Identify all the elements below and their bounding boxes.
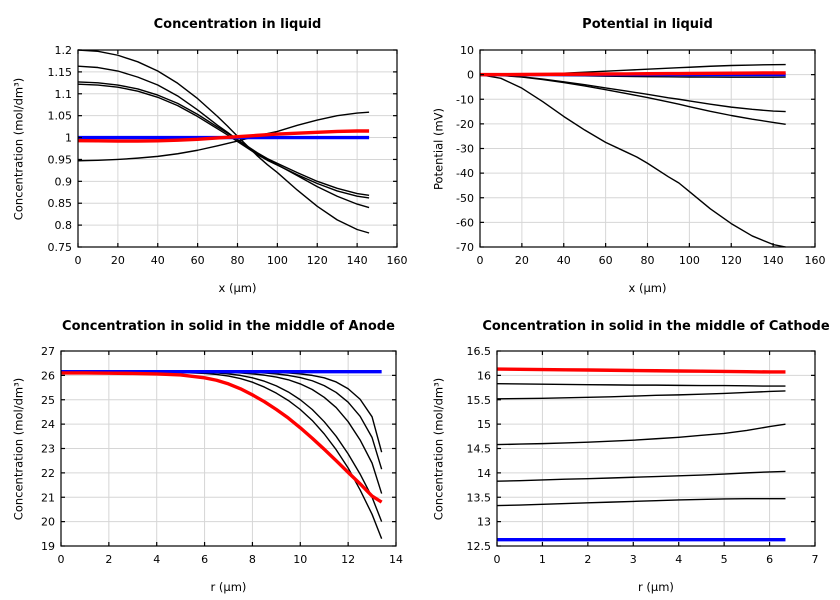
svg-text:3: 3 bbox=[630, 553, 637, 566]
svg-text:14.5: 14.5 bbox=[467, 443, 492, 456]
chart-title: Concentration in solid in the middle of … bbox=[62, 319, 395, 334]
svg-text:120: 120 bbox=[721, 254, 742, 267]
svg-text:160: 160 bbox=[805, 254, 826, 267]
svg-text:60: 60 bbox=[191, 254, 205, 267]
svg-text:14: 14 bbox=[477, 467, 491, 480]
svg-text:13.5: 13.5 bbox=[467, 491, 492, 504]
svg-text:-30: -30 bbox=[456, 143, 474, 156]
svg-text:15.5: 15.5 bbox=[467, 394, 492, 407]
svg-text:10: 10 bbox=[293, 553, 307, 566]
chart-title: Concentration in liquid bbox=[153, 17, 322, 32]
svg-text:0: 0 bbox=[477, 254, 484, 267]
svg-text:160: 160 bbox=[387, 254, 408, 267]
svg-text:5: 5 bbox=[721, 553, 728, 566]
svg-text:19: 19 bbox=[41, 540, 55, 553]
svg-text:21: 21 bbox=[41, 491, 55, 504]
x-axis-label: r (µm) bbox=[638, 580, 674, 594]
svg-text:23: 23 bbox=[41, 443, 55, 456]
svg-text:16: 16 bbox=[477, 369, 491, 382]
plot-canvas: 0 20 40 60 80 100 120 140 160 0.75 0.8 0.85 0.9 0.95 1… bbox=[48, 44, 408, 267]
panel-concentration-solid-cathode: Concentration in solid in the middle of … bbox=[420, 300, 840, 600]
x-axis-label: r (µm) bbox=[210, 580, 247, 594]
svg-text:-70: -70 bbox=[456, 241, 474, 254]
svg-text:1.15: 1.15 bbox=[48, 66, 73, 79]
svg-text:0: 0 bbox=[494, 553, 501, 566]
plot-canvas: 0 20 40 60 80 100 120 140 160-70-60-50-40-30-20-… bbox=[456, 44, 826, 267]
svg-text:10: 10 bbox=[460, 44, 474, 57]
svg-text:80: 80 bbox=[231, 254, 245, 267]
svg-text:1.2: 1.2 bbox=[55, 44, 73, 57]
svg-text:0.9: 0.9 bbox=[55, 175, 73, 188]
svg-text:26: 26 bbox=[41, 369, 55, 382]
svg-text:25: 25 bbox=[41, 394, 55, 407]
svg-text:-40: -40 bbox=[456, 167, 474, 180]
svg-text:16.5: 16.5 bbox=[467, 345, 492, 358]
svg-text:120: 120 bbox=[307, 254, 328, 267]
svg-text:-50: -50 bbox=[456, 192, 474, 205]
svg-text:140: 140 bbox=[763, 254, 784, 267]
svg-text:1: 1 bbox=[65, 132, 72, 145]
svg-text:0.85: 0.85 bbox=[48, 197, 73, 210]
svg-text:7: 7 bbox=[812, 553, 819, 566]
svg-text:-20: -20 bbox=[456, 118, 474, 131]
plot-canvas: 0 1 2 3 4 5 6 7 12.5 13 13.5 14 14.5 15 15.5 16 16.5 bbox=[467, 345, 819, 566]
svg-text:0.8: 0.8 bbox=[55, 219, 73, 232]
svg-text:15: 15 bbox=[477, 418, 491, 431]
x-axis-label: x (µm) bbox=[218, 281, 257, 295]
svg-text:0.75: 0.75 bbox=[48, 241, 73, 254]
svg-text:14: 14 bbox=[389, 553, 403, 566]
svg-text:60: 60 bbox=[599, 254, 613, 267]
svg-text:0: 0 bbox=[75, 254, 82, 267]
svg-text:1.05: 1.05 bbox=[48, 110, 73, 123]
svg-text:0.95: 0.95 bbox=[48, 153, 73, 166]
svg-text:24: 24 bbox=[41, 418, 55, 431]
svg-text:100: 100 bbox=[267, 254, 288, 267]
svg-text:20: 20 bbox=[41, 516, 55, 529]
svg-text:13: 13 bbox=[477, 516, 491, 529]
x-axis-label: x (µm) bbox=[628, 281, 667, 295]
svg-text:4: 4 bbox=[675, 553, 682, 566]
svg-text:-10: -10 bbox=[456, 93, 474, 106]
svg-text:80: 80 bbox=[641, 254, 655, 267]
chart-title: Potential in liquid bbox=[582, 17, 713, 32]
svg-text:100: 100 bbox=[679, 254, 700, 267]
svg-text:6: 6 bbox=[766, 553, 773, 566]
svg-text:6: 6 bbox=[201, 553, 208, 566]
svg-text:-60: -60 bbox=[456, 216, 474, 229]
svg-text:1.1: 1.1 bbox=[55, 88, 73, 101]
panel-concentration-solid-anode: Concentration in solid in the middle of … bbox=[0, 300, 420, 600]
svg-text:140: 140 bbox=[347, 254, 368, 267]
svg-text:40: 40 bbox=[557, 254, 571, 267]
svg-text:27: 27 bbox=[41, 345, 55, 358]
svg-text:2: 2 bbox=[105, 553, 112, 566]
svg-text:12.5: 12.5 bbox=[467, 540, 492, 553]
svg-text:40: 40 bbox=[151, 254, 165, 267]
panel-potential-liquid: Potential in liquid Potential (mV) 0 20 40… bbox=[420, 0, 840, 300]
svg-text:0: 0 bbox=[467, 69, 474, 82]
svg-text:20: 20 bbox=[111, 254, 125, 267]
svg-text:20: 20 bbox=[515, 254, 529, 267]
svg-text:8: 8 bbox=[249, 553, 256, 566]
svg-text:4: 4 bbox=[153, 553, 160, 566]
svg-text:1: 1 bbox=[539, 553, 546, 566]
svg-text:0: 0 bbox=[58, 553, 65, 566]
svg-text:12: 12 bbox=[341, 553, 355, 566]
svg-text:2: 2 bbox=[584, 553, 591, 566]
chart-title: Concentration in solid in the middle of … bbox=[482, 319, 830, 334]
svg-text:22: 22 bbox=[41, 467, 55, 480]
panel-concentration-liquid: Concentration in liquid Concentration (m… bbox=[0, 0, 420, 300]
